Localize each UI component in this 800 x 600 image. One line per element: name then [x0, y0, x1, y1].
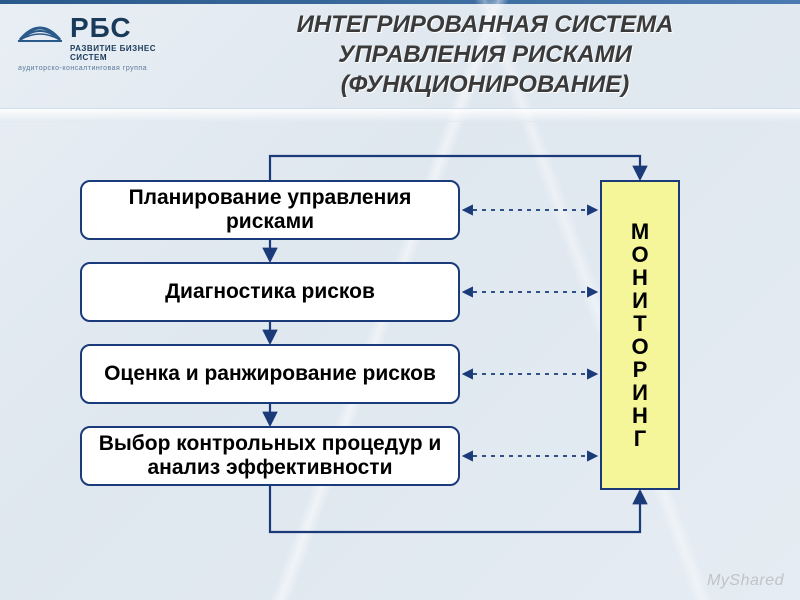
monitor-letter: Г [634, 427, 646, 450]
process-box-b3: Оценка и ранжирование рисков [80, 344, 460, 404]
process-box-label: Диагностика рисков [165, 280, 375, 304]
monitor-letter: И [632, 289, 648, 312]
top-accent-strip [0, 0, 800, 4]
process-box-b4: Выбор контрольных процедур и анализ эффе… [80, 426, 460, 486]
logo-icon [18, 14, 62, 42]
process-box-b1: Планирование управления рисками [80, 180, 460, 240]
title-line-1: ИНТЕГРИРОВАННАЯ СИСТЕМА [190, 10, 780, 40]
logo-subtitle-2: аудиторско-консалтинговая группа [18, 65, 178, 72]
monitor-letter: М [631, 220, 649, 243]
logo-block: РБС РАЗВИТИЕ БИЗНЕС СИСТЕМ аудиторско-ко… [18, 14, 178, 72]
monitor-box: МОНИТОРИНГ [600, 180, 680, 490]
process-box-label: Оценка и ранжирование рисков [104, 362, 436, 386]
watermark: MyShared [707, 572, 784, 590]
flow-diagram: Планирование управления рисками Диагности… [40, 140, 760, 580]
process-box-label: Выбор контрольных процедур и анализ эффе… [96, 432, 444, 480]
process-box-label: Планирование управления рисками [96, 186, 444, 234]
monitor-letter: О [631, 335, 648, 358]
monitor-letter: И [632, 381, 648, 404]
divider-strip [0, 108, 800, 122]
title-line-3: (ФУНКЦИОНИРОВАНИЕ) [190, 70, 780, 100]
page-title: ИНТЕГРИРОВАННАЯ СИСТЕМА УПРАВЛЕНИЯ РИСКА… [190, 10, 780, 100]
title-line-2: УПРАВЛЕНИЯ РИСКАМИ [190, 40, 780, 70]
monitor-letter: О [631, 243, 648, 266]
monitor-letter: Н [632, 266, 648, 289]
monitor-letter: Т [633, 312, 646, 335]
logo-subtitle-1: РАЗВИТИЕ БИЗНЕС СИСТЕМ [70, 44, 178, 62]
process-box-b2: Диагностика рисков [80, 262, 460, 322]
monitor-letter: Р [633, 358, 648, 381]
logo-abbr: РБС [70, 14, 178, 42]
monitor-letter: Н [632, 404, 648, 427]
